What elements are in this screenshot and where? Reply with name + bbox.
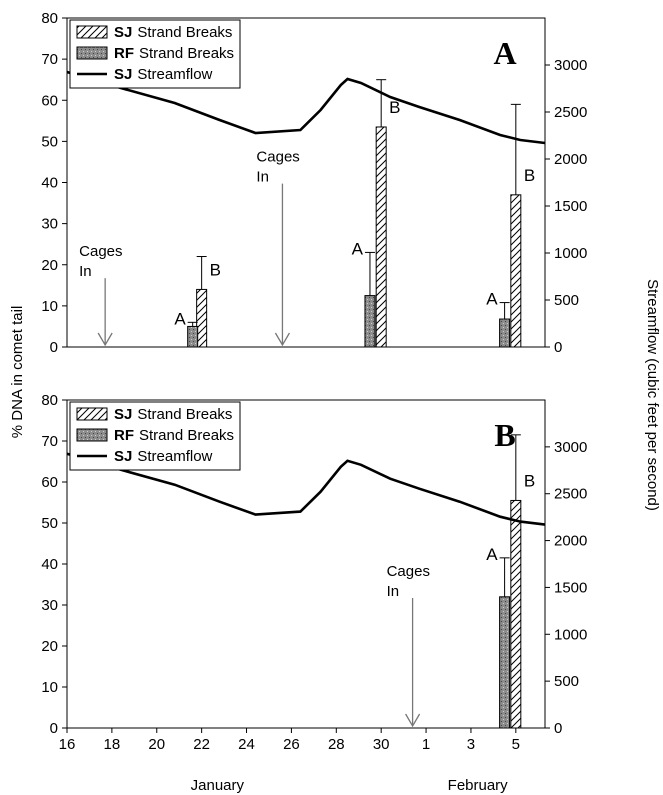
y-tick-label: 30 — [41, 216, 58, 233]
legend-site: SJ — [114, 24, 132, 41]
y-tick-label: 0 — [50, 339, 58, 356]
y2-tick-label: 0 — [554, 720, 562, 737]
x-tick-label: 24 — [238, 736, 255, 753]
annotation-text: In — [387, 583, 400, 600]
bar-letter: A — [174, 309, 186, 328]
y-tick-label: 50 — [41, 133, 58, 150]
y-tick-label: 70 — [41, 433, 58, 450]
legend-site: SJ — [114, 66, 132, 83]
legend-swatch — [76, 25, 108, 39]
y2-tick-label: 3000 — [554, 439, 587, 456]
y2-tick-label: 2000 — [554, 151, 587, 168]
annotation-text: Cages — [256, 149, 299, 166]
legend-swatch — [76, 46, 108, 60]
y-tick-label: 20 — [41, 638, 58, 655]
bar — [187, 325, 199, 348]
y2-axis-label: Streamflow (cubic feet per second) — [644, 279, 661, 511]
bar-letter: B — [524, 166, 535, 185]
legend-label: SJ Strand Breaks — [114, 24, 232, 41]
x-tick-label: 22 — [193, 736, 210, 753]
annotation-text: Cages — [79, 243, 122, 260]
y2-tick-label: 500 — [554, 673, 579, 690]
y-tick-label: 30 — [41, 597, 58, 614]
y2-tick-label: 1500 — [554, 579, 587, 596]
legend-label: SJ Strand Breaks — [114, 406, 232, 423]
legend-swatch — [76, 428, 108, 442]
legend-site: SJ — [114, 448, 132, 465]
x-tick-label: 1 — [422, 736, 430, 753]
legend-site: RF — [114, 427, 134, 444]
y-tick-label: 40 — [41, 175, 58, 192]
x-tick-label: 3 — [467, 736, 475, 753]
arrow-head — [97, 332, 113, 347]
x-tick-label: 18 — [104, 736, 121, 753]
x-tick-label: 30 — [373, 736, 390, 753]
y2-tick-label: 0 — [554, 339, 562, 356]
legend-name: Streamflow — [137, 448, 212, 465]
y-tick-label: 80 — [41, 10, 58, 27]
y2-tick-label: 1500 — [554, 198, 587, 215]
legend-site: SJ — [114, 406, 132, 423]
month-label: January — [191, 777, 245, 794]
annotation-text: In — [79, 263, 92, 280]
bar — [375, 126, 387, 348]
legend-name: Strand Breaks — [139, 427, 234, 444]
y-tick-label: 80 — [41, 392, 58, 409]
y2-tick-label: 2500 — [554, 486, 587, 503]
y2-tick-label: 2500 — [554, 104, 587, 121]
streamflow-line — [66, 70, 546, 145]
y2-tick-label: 3000 — [554, 57, 587, 74]
x-tick-label: 5 — [512, 736, 520, 753]
y-tick-label: 10 — [41, 679, 58, 696]
bar-letter: B — [210, 260, 221, 279]
y-tick-label: 10 — [41, 298, 58, 315]
legend-name: Strand Breaks — [137, 24, 232, 41]
x-tick-label: 26 — [283, 736, 300, 753]
bar — [499, 318, 511, 348]
legend-site: RF — [114, 45, 134, 62]
bar-letter: A — [486, 545, 498, 564]
legend-label: SJ Streamflow — [114, 66, 213, 83]
bar-letter: B — [524, 471, 535, 490]
legend-label: RF Strand Breaks — [114, 427, 234, 444]
panel-label: B — [494, 417, 515, 453]
bar-letter: A — [486, 290, 498, 309]
y2-tick-label: 2000 — [554, 533, 587, 550]
bar — [364, 295, 376, 348]
legend-name: Strand Breaks — [137, 406, 232, 423]
y-tick-label: 50 — [41, 515, 58, 532]
annotation-text: In — [256, 169, 269, 186]
y-tick-label: 60 — [41, 474, 58, 491]
y2-tick-label: 500 — [554, 292, 579, 309]
arrow-head — [405, 713, 421, 728]
bar-letter: B — [389, 98, 400, 117]
y-tick-label: 20 — [41, 257, 58, 274]
y-tick-label: 60 — [41, 92, 58, 109]
bar — [499, 596, 511, 729]
month-label: February — [448, 777, 509, 794]
y-tick-label: 0 — [50, 720, 58, 737]
streamflow-line — [66, 452, 546, 526]
arrow-head — [274, 332, 290, 347]
x-tick-label: 16 — [59, 736, 76, 753]
x-tick-label: 28 — [328, 736, 345, 753]
y2-tick-label: 1000 — [554, 245, 587, 262]
x-tick-label: 20 — [148, 736, 165, 753]
y-axis-label: % DNA in comet tail — [9, 306, 26, 439]
y-tick-label: 70 — [41, 51, 58, 68]
y2-tick-label: 1000 — [554, 626, 587, 643]
annotation-text: Cages — [387, 563, 430, 580]
bar-letter: A — [352, 239, 364, 258]
legend-label: RF Strand Breaks — [114, 45, 234, 62]
legend-name: Streamflow — [137, 66, 212, 83]
panel-label: A — [493, 35, 516, 71]
bar — [510, 194, 522, 348]
legend-swatch — [76, 407, 108, 421]
legend-name: Strand Breaks — [139, 45, 234, 62]
y-tick-label: 40 — [41, 556, 58, 573]
bar — [510, 499, 522, 729]
legend-label: SJ Streamflow — [114, 448, 213, 465]
